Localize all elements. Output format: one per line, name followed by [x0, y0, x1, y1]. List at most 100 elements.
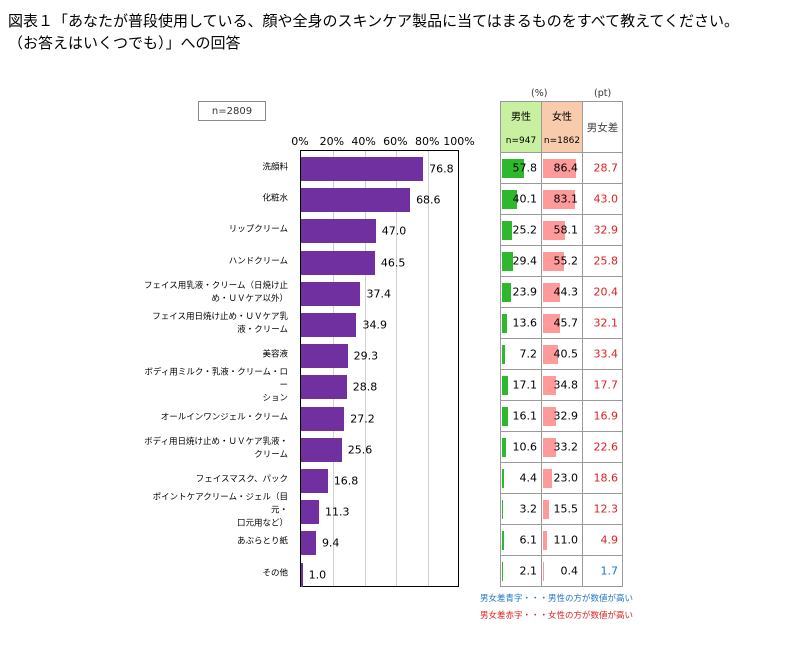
table-row: 3.2 15.5 12.3: [500, 493, 623, 525]
category-label: ポイントケアクリーム・ジェル（目元・ 口元用など）: [138, 492, 288, 531]
x-tick-label: 40%: [351, 135, 376, 148]
category-label-line: ボディ用日焼け止め・ＵＶケア乳液・: [144, 436, 288, 447]
category-label: ボディ用日焼け止め・ＵＶケア乳液・ クリーム: [138, 436, 288, 462]
gridline: [396, 151, 398, 586]
male-bar: [502, 252, 514, 271]
category-label: フェイスマスク、パック: [138, 474, 288, 487]
bar: [301, 531, 316, 556]
diff-value: 22.6: [593, 440, 619, 454]
chart-title: 図表１「あなたが普段使用している、顔や全身のスキンケア製品に当てはまるものをすべ…: [8, 10, 808, 54]
diff-value: 32.1: [593, 316, 619, 330]
category-label: あぶらとり紙: [138, 536, 288, 549]
male-value: 57.8: [512, 161, 538, 175]
female-cell: 45.7: [541, 307, 583, 339]
x-tick-label: 100%: [443, 135, 475, 148]
table-row: 10.6 33.2 22.6: [500, 431, 623, 463]
category-label-line: フェイス用乳液・クリーム（日焼け止: [144, 280, 288, 291]
category-label-line: オールインワンジェル・クリーム: [160, 412, 288, 423]
female-bar: [543, 345, 559, 364]
table-row: 25.2 58.1 32.9: [500, 214, 623, 246]
female-header: 女性 n=1862: [541, 101, 583, 153]
female-bar: [543, 500, 549, 519]
bar: [301, 406, 345, 431]
category-label: その他: [138, 567, 288, 580]
bar-value-label: 47.0: [381, 224, 407, 238]
female-cell: 40.5: [541, 338, 583, 370]
male-bar: [502, 345, 505, 364]
male-value: 7.2: [519, 347, 538, 361]
diff-value: 17.7: [593, 378, 619, 392]
category-label: ハンドクリーム: [138, 255, 288, 268]
category-label-line: フェイス用日焼け止め・ＵＶケア乳: [152, 312, 288, 322]
note-blue: 男女差青字・・・男性の方が数値が高い: [480, 594, 634, 604]
diff-value: 33.4: [593, 347, 619, 361]
diff-value: 32.9: [593, 223, 619, 237]
male-cell: 25.2: [500, 214, 542, 246]
diff-value: 28.7: [593, 161, 619, 175]
female-bar: [543, 407, 556, 426]
title-line-1: 図表１「あなたが普段使用している、顔や全身のスキンケア製品に当てはまるものをすべ…: [8, 12, 739, 30]
category-label-line: 口元用など）: [236, 518, 288, 529]
x-tick-label: 20%: [319, 135, 345, 148]
diff-header: 男女差: [582, 101, 623, 153]
male-header-label: 男性: [511, 112, 531, 123]
female-value: 44.3: [553, 285, 579, 299]
bar-value-label: 9.4: [321, 536, 340, 550]
category-label: 洗顔料: [138, 162, 288, 175]
table-row: 40.1 83.1 43.0: [500, 183, 623, 215]
bar-value-label: 11.3: [324, 505, 350, 519]
female-sample-size: n=1862: [543, 136, 581, 146]
female-value: 33.2: [553, 440, 579, 454]
male-value: 2.1: [519, 564, 538, 578]
bar: [301, 250, 375, 275]
category-label: 化粧水: [138, 193, 288, 206]
male-bar: [502, 500, 504, 519]
female-value: 40.5: [553, 347, 579, 361]
female-cell: 86.4: [541, 152, 583, 184]
gridline: [428, 151, 430, 586]
bar: [301, 437, 342, 462]
category-label-line: 洗顔料: [262, 162, 288, 173]
female-bar: [543, 283, 560, 302]
diff-value: 16.9: [593, 409, 619, 423]
female-cell: 34.8: [541, 369, 583, 401]
male-bar: [502, 438, 507, 457]
bar-value-label: 37.4: [366, 287, 391, 301]
male-value: 29.4: [512, 254, 538, 268]
category-label: リップクリーム: [138, 224, 288, 237]
x-tick-label: 60%: [383, 135, 408, 148]
male-cell: 7.2: [500, 338, 542, 370]
diff-value: 1.7: [600, 564, 619, 578]
table-row: 57.8 86.4 28.7: [500, 152, 623, 184]
bar-value-label: 29.3: [353, 349, 379, 363]
male-cell: 10.6: [500, 431, 542, 463]
male-bar: [502, 221, 512, 240]
diff-cell: 28.7: [582, 152, 623, 184]
bar: [301, 157, 424, 181]
percent-unit: (%): [531, 88, 548, 99]
female-bar: [543, 190, 575, 209]
diff-cell: 4.9: [582, 524, 623, 556]
female-value: 86.4: [553, 161, 579, 175]
diff-cell: 33.4: [582, 338, 623, 370]
female-cell: 0.4: [541, 555, 583, 587]
category-label: フェイス用日焼け止め・ＵＶケア乳 液・クリーム: [138, 311, 288, 337]
table-row: 13.6 45.7 32.1: [500, 307, 623, 339]
category-label: フェイス用乳液・クリーム（日焼け止め・ＵＶケア以外）: [138, 280, 288, 306]
female-value: 0.4: [560, 564, 579, 578]
bar: [301, 219, 376, 244]
female-cell: 11.0: [541, 524, 583, 556]
diff-value: 4.9: [600, 533, 619, 547]
gridline: [364, 151, 366, 586]
table-row: 23.9 44.3 20.4: [500, 276, 623, 308]
male-cell: 23.9: [500, 276, 542, 308]
diff-cell: 25.8: [582, 245, 623, 277]
table-row: 6.1 11.0 4.9: [500, 524, 623, 556]
category-label-line: め・ＵＶケア以外）: [211, 293, 288, 304]
bar: [301, 500, 319, 525]
bar-value-label: 28.8: [352, 380, 378, 394]
diff-cell: 22.6: [582, 431, 623, 463]
table-row: 29.4 55.2 25.8: [500, 245, 623, 277]
female-cell: 15.5: [541, 493, 583, 525]
female-bar: [543, 314, 561, 333]
